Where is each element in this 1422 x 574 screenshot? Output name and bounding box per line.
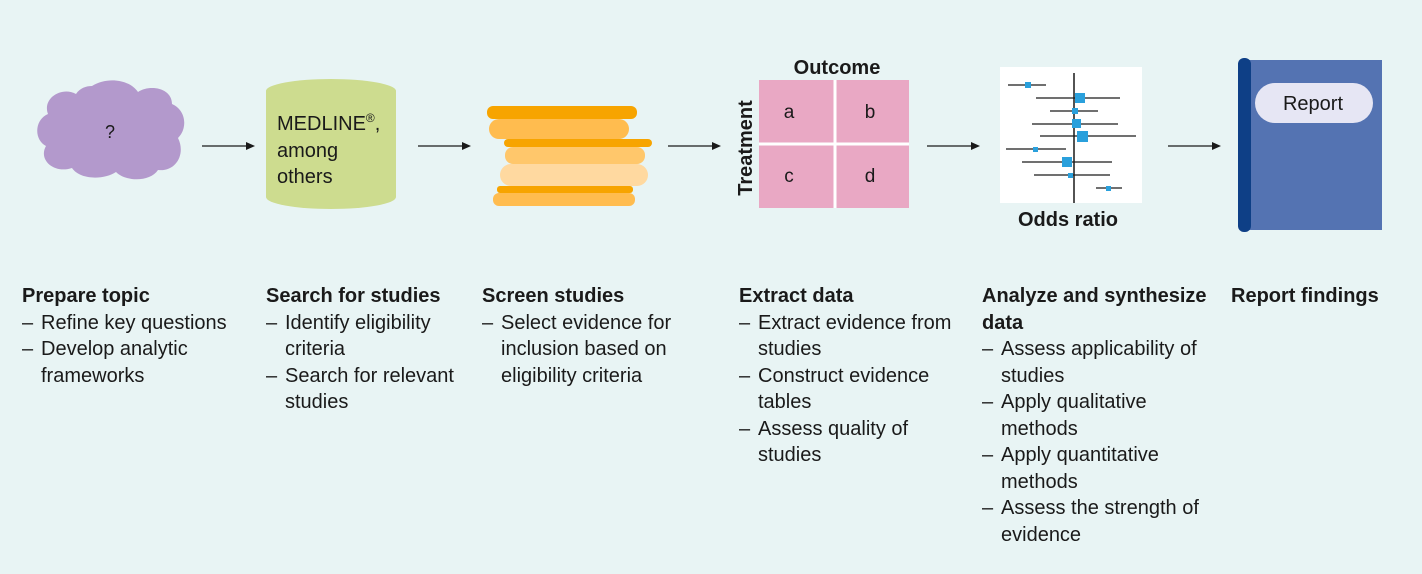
step-bullet: Search for relevant studies — [266, 363, 476, 416]
step-title: Extract data — [739, 285, 854, 307]
step-bullet: Extract evidence from studies — [739, 310, 964, 363]
cloud-icon: ? — [37, 80, 185, 180]
step-screen-studies: Screen studies Select evidence for inclu… — [482, 283, 702, 389]
forest-plot-icon: Odds ratio — [1000, 67, 1142, 231]
step-bullet: Construct evidence tables — [739, 363, 964, 416]
flow-arrows — [202, 142, 1221, 150]
step-analyze-synthesize: Analyze and synthesize data Assess appli… — [982, 283, 1212, 548]
step-search-studies: Search for studies Identify eligibility … — [266, 283, 476, 416]
step-title: Report findings — [1231, 285, 1379, 307]
database-label-line2: among — [277, 140, 338, 162]
outcome-table: Outcome Treatment a b c d — [735, 57, 909, 208]
step-prepare-topic: Prepare topic Refine key questions Devel… — [22, 283, 252, 389]
step-report-findings: Report findings — [1231, 283, 1411, 310]
step-bullet: Apply quantitative methods — [982, 442, 1212, 495]
cloud-label: ? — [105, 122, 115, 142]
report-label: Report — [1283, 93, 1343, 115]
step-bullet: Identify eligibility criteria — [266, 310, 476, 363]
database-icon: MEDLINE®, among others — [266, 79, 396, 209]
database-label-line3: others — [277, 166, 333, 188]
table-cell: d — [865, 166, 876, 187]
step-bullet: Refine key questions — [22, 310, 252, 337]
arrow-right-icon — [668, 142, 721, 150]
step-title: Search for studies — [266, 285, 441, 307]
step-bullet: Assess quality of studies — [739, 416, 964, 469]
paper-stack-icon — [487, 106, 652, 206]
table-row-header: Treatment — [735, 100, 757, 196]
arrow-right-icon — [418, 142, 471, 150]
arrow-right-icon — [202, 142, 255, 150]
step-bullet: Apply qualitative methods — [982, 389, 1212, 442]
step-bullet: Assess the strength of evidence — [982, 495, 1212, 548]
arrow-right-icon — [927, 142, 980, 150]
table-cell: a — [784, 102, 795, 123]
step-title: Analyze and synthesize data — [982, 285, 1207, 334]
table-cell: c — [784, 166, 794, 187]
step-title: Prepare topic — [22, 285, 150, 307]
arrow-right-icon — [1168, 142, 1221, 150]
report-book-icon: Report — [1238, 58, 1382, 232]
table-column-header: Outcome — [794, 57, 881, 79]
database-label-line1: MEDLINE®, — [277, 111, 380, 135]
step-extract-data: Extract data Extract evidence from studi… — [739, 283, 964, 469]
step-bullet: Assess applicability of studies — [982, 336, 1212, 389]
step-bullet: Select evidence for inclusion based on e… — [482, 310, 702, 390]
table-cell: b — [865, 102, 876, 123]
step-bullet: Develop analytic frameworks — [22, 336, 252, 389]
step-title: Screen studies — [482, 285, 625, 307]
forest-plot-axis-label: Odds ratio — [1018, 209, 1118, 231]
